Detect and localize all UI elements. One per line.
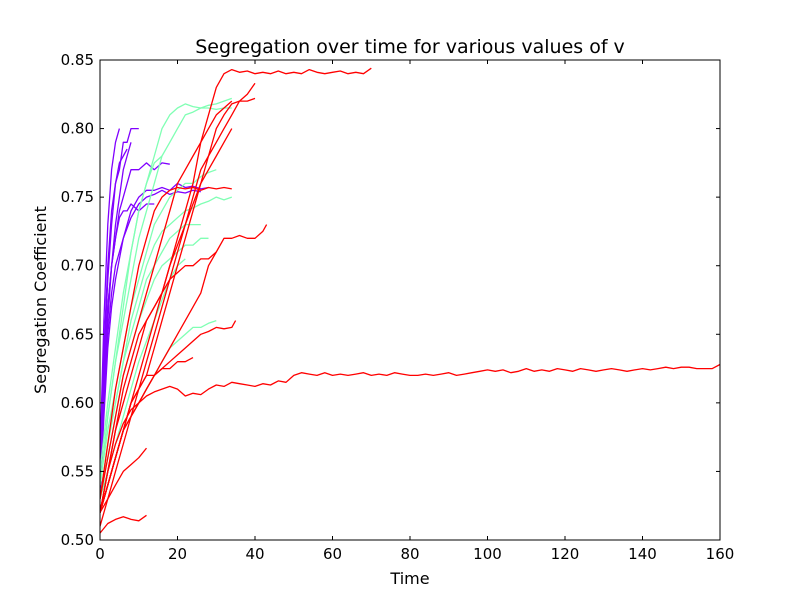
x-axis-label: Time bbox=[389, 569, 429, 588]
series-line-27 bbox=[100, 357, 194, 513]
series-line-1 bbox=[100, 128, 121, 458]
series-line-25 bbox=[100, 251, 217, 513]
series-line-7 bbox=[100, 203, 155, 472]
series-line-20 bbox=[100, 82, 256, 527]
y-tick-label: 0.65 bbox=[61, 325, 94, 343]
series-line-16 bbox=[100, 155, 163, 486]
series-line-21 bbox=[100, 100, 233, 500]
y-tick-label: 0.55 bbox=[61, 462, 94, 480]
y-tick-label: 0.80 bbox=[61, 120, 94, 138]
y-tick-label: 0.70 bbox=[61, 257, 94, 275]
x-tick-label: 0 bbox=[95, 545, 105, 563]
y-tick-label: 0.85 bbox=[61, 51, 94, 69]
x-tick-label: 20 bbox=[168, 545, 187, 563]
series-line-10 bbox=[100, 97, 233, 486]
series-line-29 bbox=[100, 514, 147, 534]
x-tick-label: 140 bbox=[628, 545, 657, 563]
series-line-6 bbox=[100, 189, 201, 499]
series-line-23 bbox=[100, 186, 232, 499]
series-line-30 bbox=[100, 447, 148, 513]
x-tick-label: 40 bbox=[245, 545, 264, 563]
series-line-3 bbox=[100, 142, 132, 486]
series-layer bbox=[100, 67, 720, 534]
x-tick-label: 80 bbox=[400, 545, 419, 563]
y-tick-label: 0.75 bbox=[61, 188, 94, 206]
series-line-17 bbox=[100, 223, 201, 499]
series-line-5 bbox=[100, 182, 209, 486]
x-tick-label: 160 bbox=[706, 545, 735, 563]
y-tick-label: 0.60 bbox=[61, 394, 94, 412]
series-line-28 bbox=[100, 363, 720, 513]
x-tick-label: 120 bbox=[551, 545, 580, 563]
x-tick-label: 60 bbox=[323, 545, 342, 563]
x-tick-label: 100 bbox=[473, 545, 502, 563]
ticks-layer: 0 20 40 60 80 100 120 140 160 0.50 0.55 0.60 0.65 0.7… bbox=[61, 51, 735, 563]
y-tick-label: 0.50 bbox=[61, 531, 94, 549]
series-line-8 bbox=[100, 148, 128, 458]
plot-background bbox=[100, 60, 720, 540]
chart-title: Segregation over time for various values… bbox=[195, 36, 625, 58]
y-axis-label: Segregation Coefficient bbox=[31, 206, 50, 394]
